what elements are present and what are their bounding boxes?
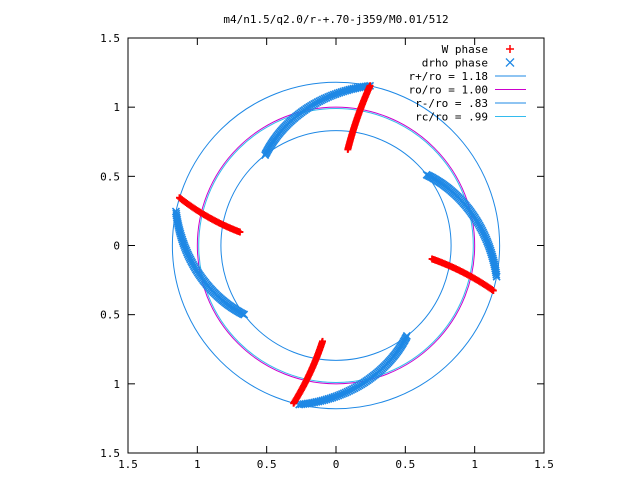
legend-label: r+/ro = 1.18 <box>409 70 488 83</box>
w-phase-series <box>176 82 497 407</box>
w-phase-point <box>366 82 374 90</box>
drho-mark-b <box>485 242 494 251</box>
drho-mark-b <box>172 209 181 218</box>
drho-mark-b <box>486 246 495 255</box>
drho-mark-b <box>175 227 184 236</box>
circle-rc-ro-99 <box>198 108 474 383</box>
drho-mark-b <box>490 262 499 271</box>
drho-mark-b <box>177 233 186 242</box>
drho-mark-b <box>179 239 188 248</box>
drho-mark-b <box>492 270 501 279</box>
legend-label: W phase <box>442 43 488 56</box>
drho-mark-b <box>171 207 181 216</box>
drho-point <box>492 272 501 281</box>
w-phase-point <box>489 286 497 294</box>
legend-label: ro/ro = 1.00 <box>409 84 488 97</box>
legend-label: drho phase <box>422 57 488 70</box>
y-tick-label: 1 <box>113 378 120 391</box>
drho-point <box>492 270 501 279</box>
legend-label: rc/ro = .99 <box>415 111 488 124</box>
drho-mark-b <box>491 266 500 275</box>
legend-label: r-/ro = .83 <box>415 97 488 110</box>
drho-mark-b <box>489 256 498 265</box>
drho-point <box>171 207 181 216</box>
drho-mark-b <box>173 217 182 226</box>
drho-mark-b <box>488 252 497 261</box>
x-tick-label: 1.5 <box>534 458 554 471</box>
drho-mark-b <box>174 221 183 230</box>
drho-mark-b <box>485 244 494 253</box>
w-phase-point <box>176 194 184 202</box>
drho-mark-b <box>173 219 183 228</box>
legend-drho-marker-b <box>505 58 515 67</box>
drho-mark-b <box>491 268 501 277</box>
x-tick-label: 0.5 <box>257 458 277 471</box>
chart-title: m4/n1.5/q2.0/r-+.70-j359/M0.01/512 <box>223 13 448 26</box>
drho-mark-b <box>174 223 183 232</box>
y-tick-label: 0.5 <box>100 170 120 183</box>
drho-mark-b <box>173 215 182 224</box>
drho-point <box>297 400 306 409</box>
drho-mark-b <box>491 264 500 273</box>
drho-point <box>172 209 181 218</box>
drho-mark-b <box>483 239 492 248</box>
drho-mark-b <box>175 225 184 234</box>
reference-circles <box>171 81 501 410</box>
drho-mark-b <box>487 250 496 259</box>
y-tick-label: 1.5 <box>100 447 120 460</box>
drho-phase-series <box>171 81 501 409</box>
drho-mark-b <box>176 231 186 240</box>
y-tick-label: 0.5 <box>100 309 120 322</box>
circle-ro-ro-1-00 <box>196 106 476 385</box>
drho-mark-b <box>484 240 493 250</box>
x-tick-label: 0 <box>333 458 340 471</box>
drho-mark-b <box>178 237 187 246</box>
drho-mark-b <box>295 400 304 409</box>
w-phase-point <box>290 399 298 407</box>
drho-mark-b <box>180 243 189 252</box>
drho-mark-b <box>176 229 185 238</box>
drho-mark-b <box>297 400 306 409</box>
x-axis-ticks: 1.5 1 0.5 0 0.5 1 1.5 <box>118 38 554 471</box>
drho-mark-b <box>172 213 181 222</box>
drho-mark-b <box>178 235 187 244</box>
drho-mark-b <box>180 241 189 250</box>
x-tick-label: 0.5 <box>395 458 415 471</box>
y-tick-label: 1 <box>113 101 120 114</box>
drho-mark-b <box>492 272 501 281</box>
y-tick-label: 1.5 <box>100 32 120 45</box>
circle-r-ro-1-18 <box>171 81 501 410</box>
circle-r-ro-83 <box>220 130 452 361</box>
drho-mark-b <box>488 254 497 263</box>
drho-mark-b <box>489 258 498 267</box>
drho-mark-b <box>490 260 499 269</box>
y-tick-label: 0 <box>113 240 120 253</box>
y-axis-ticks: 1.5 1 0.5 0 0.5 1 1.5 <box>100 32 544 460</box>
x-tick-label: 1 <box>471 458 478 471</box>
x-tick-label: 1.5 <box>118 458 138 471</box>
drho-mark-b <box>487 248 496 257</box>
x-tick-label: 1 <box>194 458 201 471</box>
